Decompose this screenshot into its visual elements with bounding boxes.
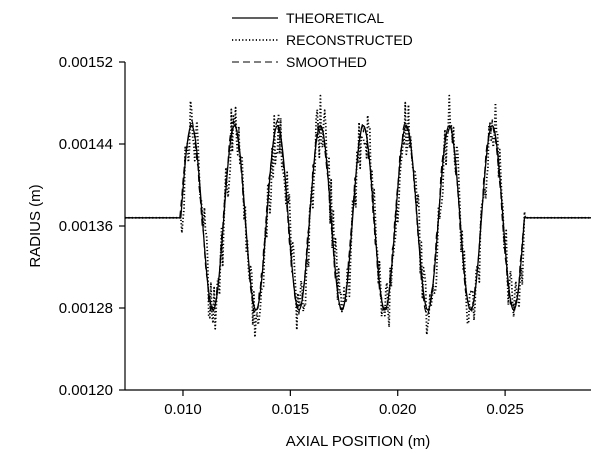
y-tick-label: 0.00120 — [59, 382, 113, 399]
axes: 0.00120 0.00128 0.00136 0.00144 0.00152 0.010… — [59, 54, 591, 418]
x-tick-label: 0.025 — [486, 401, 524, 418]
y-axis-title: RADIUS (m) — [27, 184, 44, 267]
legend: THEORETICAL RECONSTRUCTED SMOOTHED — [232, 10, 413, 70]
x-tick-label: 0.020 — [379, 401, 417, 418]
legend-label-smoothed: SMOOTHED — [286, 54, 367, 70]
series-layer — [125, 94, 591, 339]
x-axis-title: AXIAL POSITION (m) — [286, 433, 430, 450]
series-line-smoothed — [125, 119, 591, 316]
y-tick-label: 0.00128 — [59, 300, 113, 317]
x-tick-label: 0.015 — [272, 401, 310, 418]
legend-label-theoretical: THEORETICAL — [286, 10, 384, 26]
y-tick-label: 0.00144 — [59, 136, 113, 153]
x-tick-label: 0.010 — [164, 401, 202, 418]
series-line-reconstructed — [125, 94, 591, 339]
legend-label-reconstructed: RECONSTRUCTED — [286, 32, 413, 48]
y-tick-label: 0.00152 — [59, 54, 113, 71]
y-tick-label: 0.00136 — [59, 218, 113, 235]
